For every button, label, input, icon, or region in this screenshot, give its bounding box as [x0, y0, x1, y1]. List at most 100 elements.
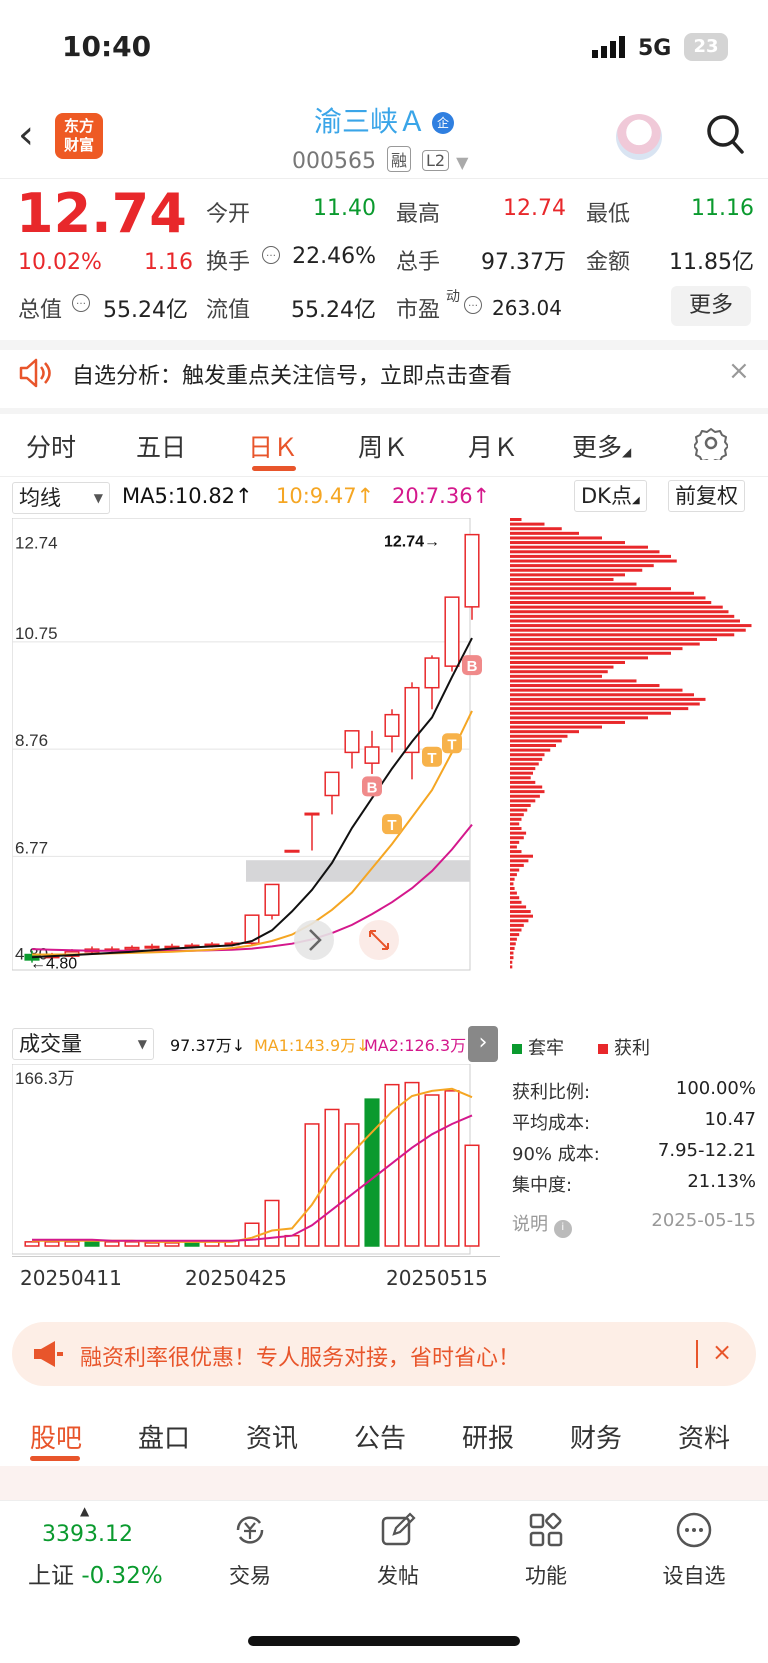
signal-marker-label: B: [367, 779, 378, 796]
stock-name-text: 渝三峡Ａ: [313, 105, 426, 138]
chip-bar: [510, 628, 746, 632]
robot-avatar-icon[interactable]: [616, 114, 662, 160]
volume-bar: [104, 1241, 120, 1247]
volume-indicator-select[interactable]: 成交量 ▼: [12, 1028, 154, 1060]
legend-profit: 获利: [598, 1034, 650, 1060]
volume-bar: [404, 1081, 420, 1247]
volume-max-label: 166.3万: [15, 1069, 75, 1088]
date-label: 20250515: [386, 1266, 488, 1290]
nav-trade-label: 交易: [229, 1564, 271, 1588]
chip-bar: [510, 808, 528, 812]
volume-chart[interactable]: 166.3万: [12, 1064, 500, 1256]
chip-bar: [510, 896, 520, 900]
y-tick-label: 10.75: [15, 624, 58, 643]
edit-icon: [381, 1512, 416, 1546]
low-price-label: ←4.80: [30, 956, 77, 973]
nav-functions-label: 功能: [525, 1564, 567, 1588]
index-label[interactable]: 上证 -0.32%: [28, 1556, 163, 1590]
candle: [384, 713, 400, 737]
chip-bar: [510, 946, 515, 950]
chip-bar: [510, 711, 671, 715]
dk-point-button[interactable]: DK点◢: [574, 480, 647, 512]
volume-bar: [164, 1242, 180, 1247]
triangle-icon: ◢: [622, 445, 632, 459]
tab-weekly-k[interactable]: 周Ｋ: [358, 433, 409, 462]
chip-bar: [510, 693, 694, 697]
tab-research[interactable]: 研报: [462, 1424, 515, 1454]
tab-announcements[interactable]: 公告: [354, 1424, 407, 1454]
tab-monthly-k[interactable]: 月Ｋ: [468, 433, 519, 462]
info-icon[interactable]: …: [262, 246, 280, 266]
stock-name[interactable]: 渝三峡Ａ 企: [0, 100, 768, 140]
volume-current: 97.37万↓: [170, 1036, 246, 1055]
nav-functions[interactable]: 功能: [486, 1510, 606, 1590]
volume-bar: [124, 1241, 140, 1247]
tab-five-day[interactable]: 五日: [136, 433, 187, 462]
chip-bar: [510, 720, 625, 724]
tab-news[interactable]: 资讯: [246, 1424, 299, 1454]
info-icon[interactable]: …: [464, 296, 482, 316]
candle: [304, 812, 320, 816]
stat-label: 平均成本:: [512, 1113, 591, 1134]
chip-bar: [510, 730, 579, 734]
alert-label: 自选分析：: [72, 364, 183, 389]
chip-bar: [510, 919, 529, 923]
chip-bar: [510, 564, 654, 568]
note-link[interactable]: 说明 i: [512, 1210, 572, 1238]
chip-bar: [510, 545, 648, 549]
candle: [264, 883, 280, 916]
gear-icon[interactable]: [694, 426, 728, 460]
close-icon[interactable]: ×: [712, 1338, 733, 1366]
volume-bar: [444, 1090, 460, 1247]
adjust-button[interactable]: 前复权: [668, 480, 745, 512]
tab-intraday[interactable]: 分时: [26, 433, 77, 462]
chip-bar: [510, 568, 643, 572]
signal-marker-label: T: [387, 817, 396, 834]
signal-marker-label: B: [467, 658, 478, 675]
chip-bar: [510, 790, 545, 794]
chip-bar: [510, 942, 516, 946]
tab-more[interactable]: 更多◢: [572, 428, 631, 464]
stock-code[interactable]: 000565 融 L2 ▼: [292, 146, 468, 174]
promo-banner[interactable]: [12, 1322, 756, 1386]
tab-orderbook[interactable]: 盘口: [138, 1424, 191, 1454]
open-label: 今开: [206, 202, 251, 227]
chip-bar: [510, 840, 520, 844]
candle: [144, 945, 160, 949]
tab-finance[interactable]: 财务: [570, 1424, 623, 1454]
high-label: 最高: [396, 202, 441, 227]
search-icon[interactable]: [705, 112, 745, 156]
chip-bar: [510, 914, 533, 918]
index-value[interactable]: 3393.12: [42, 1522, 133, 1547]
tab-guba[interactable]: 股吧: [30, 1424, 83, 1454]
chip-bar: [510, 794, 540, 798]
volume-value: 97.37万: [481, 250, 566, 275]
chip-bar: [510, 836, 524, 840]
legend-profit-label: 获利: [614, 1038, 650, 1059]
back-icon[interactable]: ‹: [18, 112, 34, 158]
chevron-right-icon[interactable]: ›: [468, 1026, 498, 1062]
chip-bar: [510, 859, 529, 863]
stat-value: 21.13%: [687, 1171, 756, 1192]
chip-bar: [510, 522, 545, 526]
more-button[interactable]: 更多: [671, 286, 751, 326]
nav-post[interactable]: 发帖: [338, 1510, 458, 1590]
tab-daily-k[interactable]: 日Ｋ: [248, 433, 299, 462]
chip-bar: [510, 960, 513, 964]
indicator-select[interactable]: 均线 ▼: [12, 482, 110, 514]
close-icon[interactable]: ×: [728, 356, 750, 386]
chip-bar: [510, 748, 551, 752]
ma10-label: 10:9.47↑: [276, 484, 375, 508]
chip-bar: [510, 684, 660, 688]
nav-add-watchlist[interactable]: 设自选: [634, 1510, 754, 1590]
dk-label: DK点: [581, 484, 632, 508]
triangle-icon: ◢: [631, 495, 640, 506]
nav-trade[interactable]: 交易: [190, 1510, 310, 1590]
tab-profile[interactable]: 资料: [678, 1424, 731, 1454]
info-icon[interactable]: …: [72, 294, 90, 314]
candle: [464, 533, 480, 608]
volume-bar: [304, 1123, 320, 1247]
chip-bar: [510, 850, 522, 854]
chip-bar: [510, 785, 543, 789]
